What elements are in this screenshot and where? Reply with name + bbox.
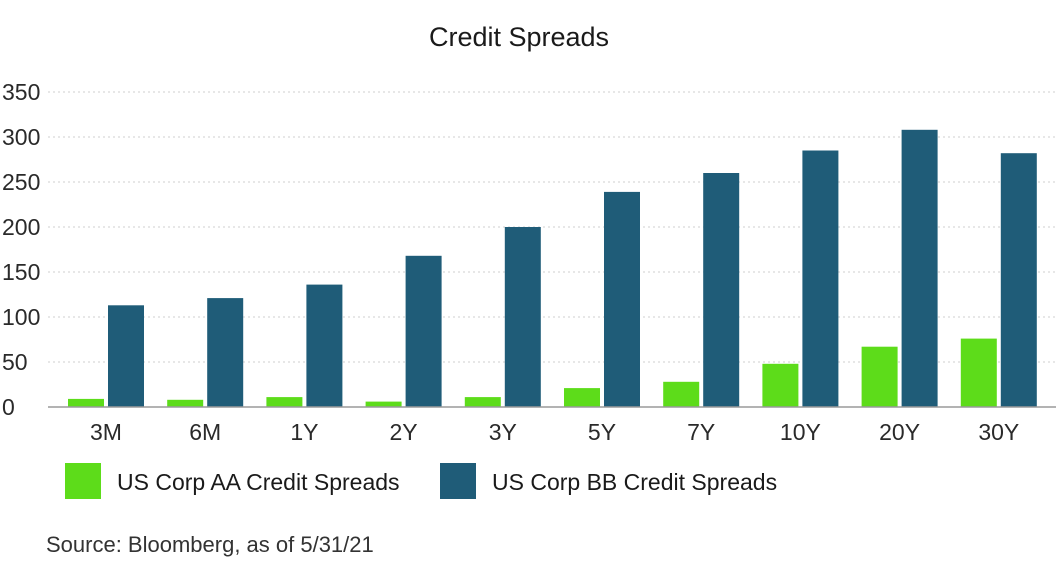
- x-tick-label: 3Y: [489, 419, 517, 445]
- bar-bb-1y: [306, 284, 343, 407]
- bar-bb-2y: [405, 255, 442, 407]
- bar-aa-10y: [762, 363, 799, 407]
- y-tick-label: 250: [2, 169, 40, 195]
- bar-aa-3m: [68, 398, 104, 407]
- bar-bb-20y: [901, 129, 938, 408]
- legend-item-aa: US Corp AA Credit Spreads: [65, 463, 400, 499]
- y-tick-label: 100: [2, 304, 40, 330]
- bar-bb-3y: [504, 227, 541, 407]
- bar-aa-3y: [464, 397, 501, 407]
- x-tick-label: 3M: [90, 419, 122, 445]
- legend-item-bb: US Corp BB Credit Spreads: [440, 463, 777, 499]
- bar-aa-7y: [663, 381, 700, 407]
- bar-bb-30y: [1000, 153, 1037, 407]
- legend-label: US Corp AA Credit Spreads: [117, 469, 400, 495]
- x-tick-label: 20Y: [879, 419, 920, 445]
- bar-bb-5y: [604, 191, 640, 407]
- source-note: Source: Bloomberg, as of 5/31/21: [46, 532, 374, 557]
- x-tick-label: 1Y: [290, 419, 318, 445]
- bar-bb-7y: [703, 173, 740, 407]
- x-tick-label: 7Y: [687, 419, 715, 445]
- y-tick-label: 50: [2, 349, 28, 375]
- bar-aa-30y: [960, 338, 997, 407]
- bar-bb-3m: [108, 305, 144, 407]
- y-axis-ticks: 0 50 100 150 200 250 300 350: [2, 79, 40, 420]
- x-tick-label: 30Y: [978, 419, 1019, 445]
- x-tick-label: 6M: [189, 419, 221, 445]
- x-tick-label: 5Y: [588, 419, 616, 445]
- bar-aa-2y: [365, 401, 402, 407]
- bar-aa-5y: [564, 388, 600, 407]
- bar-bb-6m: [207, 298, 244, 407]
- y-tick-label: 200: [2, 214, 40, 240]
- x-axis-ticks: 3M 6M 1Y 2Y 3Y 5Y 7Y 10Y 20Y 30Y: [90, 419, 1019, 445]
- bars: [68, 129, 1037, 408]
- bar-aa-1y: [266, 397, 303, 407]
- bar-aa-20y: [861, 346, 898, 407]
- chart-title: Credit Spreads: [429, 22, 609, 52]
- x-tick-label: 2Y: [390, 419, 418, 445]
- legend: US Corp AA Credit Spreads US Corp BB Cred…: [65, 463, 777, 499]
- y-tick-label: 300: [2, 124, 40, 150]
- bar-aa-6m: [167, 399, 204, 407]
- x-tick-label: 10Y: [780, 419, 821, 445]
- y-tick-label: 0: [2, 394, 15, 420]
- bar-bb-10y: [802, 150, 839, 407]
- legend-label: US Corp BB Credit Spreads: [492, 469, 777, 495]
- legend-swatch: [440, 463, 476, 499]
- y-tick-label: 150: [2, 259, 40, 285]
- y-tick-label: 350: [2, 79, 40, 105]
- legend-swatch: [65, 463, 101, 499]
